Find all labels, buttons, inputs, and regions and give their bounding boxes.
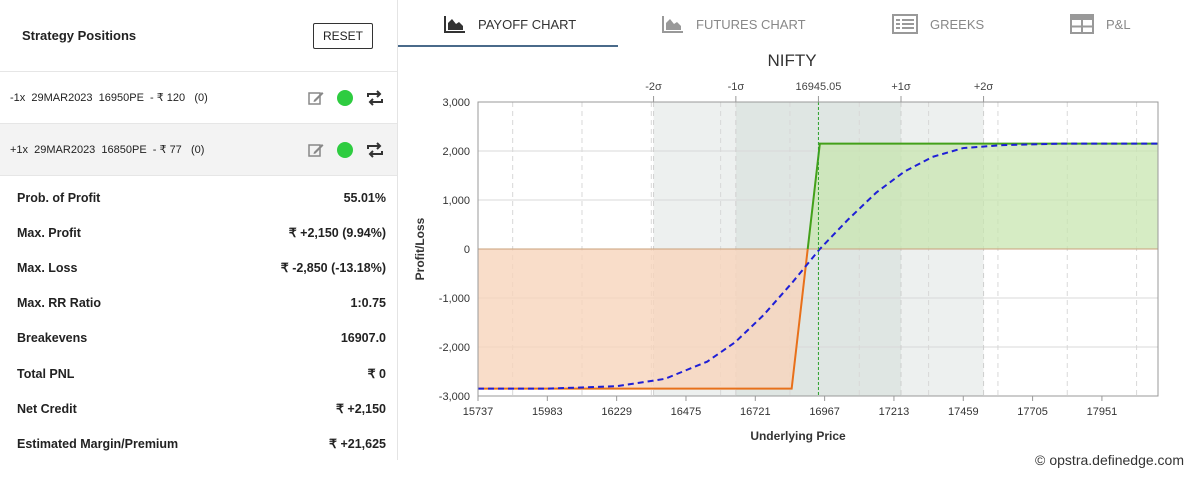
payoff-chart: 16945.05 -2σ -1σ +1σ +2σ 3,000 2,000 1,000 0 -1,0… — [398, 48, 1200, 460]
stat-value: ₹ 0 — [367, 367, 386, 382]
copyright-icon: © — [1035, 452, 1046, 468]
loss-area — [478, 249, 808, 389]
chart-title: NIFTY — [767, 51, 816, 70]
payoff-chart-svg: 16945.05 -2σ -1σ +1σ +2σ 3,000 2,000 1,000 0 -1,0… — [413, 51, 1159, 443]
stat-label: Prob. of Profit — [17, 190, 101, 205]
tab-label: P&L — [1106, 16, 1131, 32]
y-axis-label: Profit/Loss — [413, 217, 427, 280]
stat-label: Max. Loss — [17, 260, 78, 275]
position-label: +1x 29MAR2023 16850PE - ₹ 77 (0) — [10, 144, 205, 156]
x-tick-label: 17951 — [1087, 406, 1118, 418]
footer: © opstra.definedge.com — [1035, 452, 1184, 468]
sigma-label: +1σ — [891, 81, 911, 93]
stat-row: Prob. of Profit 55.01% — [0, 180, 397, 215]
edit-icon[interactable] — [307, 141, 325, 159]
stat-value: 1:0.75 — [350, 296, 386, 311]
tab-futures-chart[interactable]: FUTURES CHART — [662, 0, 806, 48]
y-tick-label: 3,000 — [442, 97, 470, 109]
strategy-header: Strategy Positions RESET — [0, 0, 397, 72]
position-row: -1x 29MAR2023 16950PE - ₹ 120 (0) — [0, 72, 397, 124]
list-icon — [892, 14, 918, 34]
strategy-title: Strategy Positions — [22, 28, 137, 43]
stat-label: Max. RR Ratio — [17, 296, 102, 311]
swap-icon[interactable] — [365, 141, 385, 159]
sigma-label: +2σ — [974, 81, 994, 93]
stat-row: Estimated Margin/Premium ₹ +21,625 — [0, 426, 397, 461]
stat-value: 55.01% — [343, 190, 386, 205]
footer-site: opstra.definedge.com — [1049, 452, 1184, 468]
tab-label: FUTURES CHART — [696, 16, 806, 32]
y-tick-label: 1,000 — [442, 195, 470, 207]
area-chart-icon — [662, 15, 684, 33]
stat-label: Estimated Margin/Premium — [17, 436, 179, 451]
tab-greeks[interactable]: GREEKS — [892, 0, 984, 48]
stat-row: Net Credit ₹ +2,150 — [0, 391, 397, 426]
stat-value: ₹ -2,850 (-13.18%) — [280, 261, 386, 276]
x-tick-label: 16967 — [809, 406, 840, 418]
y-tick-label: 2,000 — [442, 146, 470, 158]
stat-value: 16907.0 — [340, 331, 386, 346]
stat-value: ₹ +2,150 — [335, 402, 386, 417]
strategy-stats: Prob. of Profit 55.01% Max. Profit ₹ +2,15… — [0, 176, 397, 462]
stat-value: ₹ +21,625 — [329, 437, 386, 452]
swap-icon[interactable] — [365, 89, 385, 107]
edit-icon[interactable] — [307, 89, 325, 107]
tab-label: GREEKS — [930, 16, 985, 32]
stat-label: Net Credit — [17, 401, 77, 416]
stat-value: ₹ +2,150 (9.94%) — [288, 226, 386, 241]
sigma-label: -1σ — [728, 81, 745, 93]
expected-pnl-line — [478, 142, 1158, 390]
reset-button[interactable]: RESET — [312, 22, 373, 49]
x-tick-label: 15983 — [532, 406, 563, 418]
x-tick-label: 16721 — [740, 406, 771, 418]
stat-label: Max. Profit — [17, 225, 81, 240]
strategy-panel: Strategy Positions RESET -1x 29MAR2023 1… — [0, 0, 398, 460]
x-tick-label: 15737 — [463, 406, 494, 418]
x-tick-label: 17213 — [879, 406, 910, 418]
payoff-line-loss — [478, 248, 809, 390]
chart-tabs: PAYOFF CHART FUTURES CHART GREEKS P&L — [398, 0, 1200, 48]
position-row: +1x 29MAR2023 16850PE - ₹ 77 (0) — [0, 124, 397, 176]
stat-row: Breakevens 16907.0 — [0, 321, 397, 356]
stat-row: Max. Profit ₹ +2,150 (9.94%) — [0, 215, 397, 250]
tab-pnl[interactable]: P&L — [1070, 0, 1131, 48]
x-tick-label: 16229 — [601, 406, 632, 418]
x-axis-label: Underlying Price — [750, 429, 846, 443]
y-tick-label: -1,000 — [439, 293, 470, 305]
stat-row: Max. Loss ₹ -2,850 (-13.18%) — [0, 250, 397, 285]
tab-label: PAYOFF CHART — [478, 16, 577, 32]
y-tick-label: -2,000 — [439, 342, 470, 354]
sigma-label: -2σ — [645, 81, 662, 93]
x-tick-label: 17705 — [1017, 406, 1048, 418]
stat-label: Breakevens — [17, 331, 88, 346]
spot-label: 16945.05 — [795, 81, 841, 93]
y-tick-label: -3,000 — [439, 391, 470, 403]
x-tick-label: 16475 — [671, 406, 702, 418]
active-toggle[interactable] — [337, 89, 353, 106]
position-label: -1x 29MAR2023 16950PE - ₹ 120 (0) — [10, 92, 208, 104]
area-chart-icon — [444, 15, 466, 33]
table-icon — [1070, 14, 1094, 34]
stat-row: Max. RR Ratio 1:0.75 — [0, 286, 397, 321]
active-tab-indicator — [398, 45, 618, 47]
active-toggle[interactable] — [337, 141, 353, 158]
y-tick-label: 0 — [464, 244, 470, 256]
tab-payoff-chart[interactable]: PAYOFF CHART — [444, 0, 576, 48]
stat-label: Total PNL — [17, 366, 75, 381]
x-tick-label: 17459 — [948, 406, 979, 418]
profit-area — [807, 143, 1158, 249]
stat-row: Total PNL ₹ 0 — [0, 356, 397, 391]
